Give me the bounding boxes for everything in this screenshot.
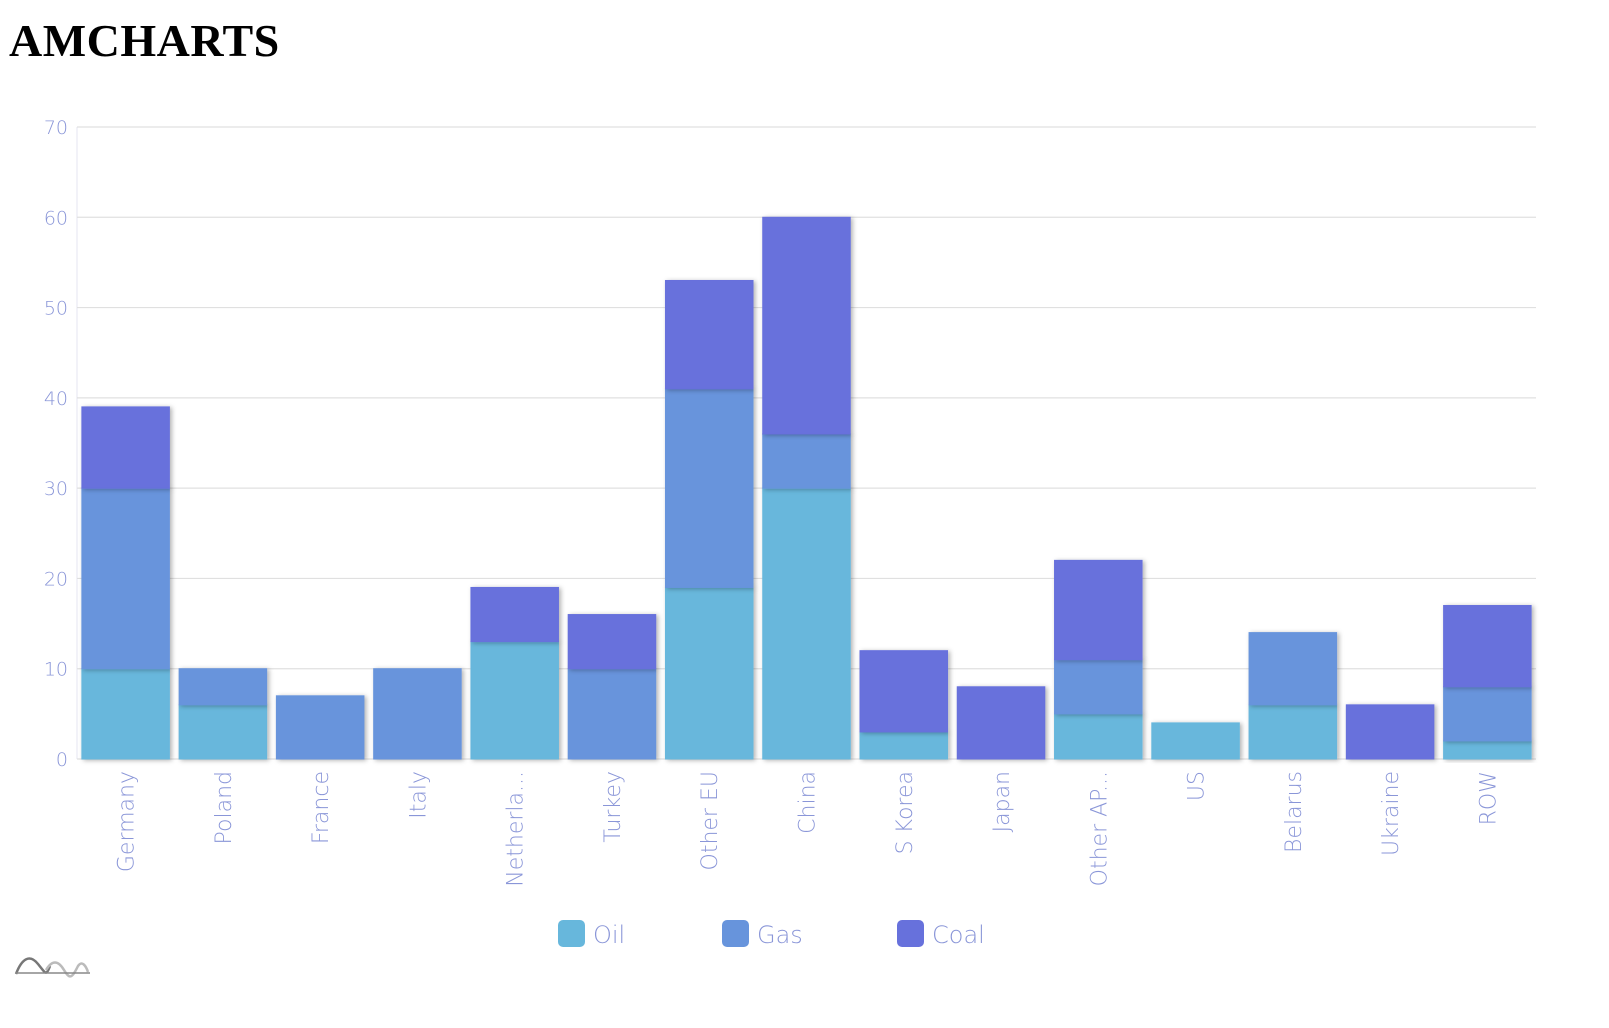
legend-label: Oil xyxy=(593,921,625,949)
x-category-label: France xyxy=(309,771,334,844)
bar-stack[interactable] xyxy=(664,279,754,760)
bar-segment-oil[interactable] xyxy=(1443,740,1532,760)
bar-stack[interactable] xyxy=(373,668,462,760)
legend-swatch xyxy=(897,920,924,947)
bar-stack[interactable] xyxy=(859,650,949,760)
bar-segment-coal[interactable] xyxy=(567,614,657,670)
x-category-label: ROW xyxy=(1476,771,1501,825)
y-tick-label: 30 xyxy=(44,478,68,500)
x-category-label: Italy xyxy=(406,771,431,819)
x-category-label: Other AP... xyxy=(1087,771,1112,886)
x-category-label: Other EU xyxy=(698,771,723,870)
x-category-label: US xyxy=(1185,771,1210,801)
bar-stack[interactable] xyxy=(1248,632,1338,760)
bar-segment-gas[interactable] xyxy=(762,433,851,489)
y-tick-label: 10 xyxy=(44,659,68,681)
bar-segment-coal[interactable] xyxy=(664,279,754,390)
bar-segment-gas[interactable] xyxy=(567,668,657,760)
legend-item-oil[interactable]: Oil xyxy=(558,920,625,949)
y-tick-label: 40 xyxy=(44,388,68,410)
x-category-label: Poland xyxy=(212,771,237,844)
y-axis: 0 10 20 30 40 50 60 70 xyxy=(44,117,68,771)
bar-stack[interactable] xyxy=(567,614,657,760)
page-title: AMCHARTS xyxy=(9,15,280,66)
bar-segment-gas[interactable] xyxy=(664,388,754,588)
bar-segment-gas[interactable] xyxy=(1248,632,1338,706)
bar-segment-coal[interactable] xyxy=(956,686,1046,760)
bar-segment-oil[interactable] xyxy=(178,704,268,760)
legend-swatch xyxy=(558,920,585,947)
y-tick-label: 70 xyxy=(44,117,68,139)
bar-segment-oil[interactable] xyxy=(1151,722,1240,760)
legend-label: Gas xyxy=(757,921,803,949)
bar-segment-coal[interactable] xyxy=(1345,704,1435,760)
bar-segment-oil[interactable] xyxy=(664,586,754,760)
bar-segment-gas[interactable] xyxy=(373,668,462,760)
bar-stack[interactable] xyxy=(1345,704,1435,760)
amcharts-logo-icon[interactable] xyxy=(14,957,90,978)
x-category-label: Turkey xyxy=(601,771,626,843)
y-tick-label: 50 xyxy=(44,298,68,320)
bar-segment-coal[interactable] xyxy=(1443,605,1532,688)
bar-segment-oil[interactable] xyxy=(1054,713,1143,760)
legend-item-coal[interactable]: Coal xyxy=(897,920,985,949)
bars xyxy=(81,216,1532,760)
bar-stack[interactable] xyxy=(956,686,1046,760)
bar-segment-oil[interactable] xyxy=(1248,704,1338,760)
x-category-label: Belarus xyxy=(1282,771,1307,853)
bar-segment-oil[interactable] xyxy=(859,731,949,760)
bar-stack[interactable] xyxy=(275,695,365,760)
x-category-label: S Korea xyxy=(893,771,918,854)
bar-stack[interactable] xyxy=(762,216,851,760)
bar-segment-coal[interactable] xyxy=(1054,559,1143,661)
y-tick-label: 20 xyxy=(44,568,68,590)
bar-segment-coal[interactable] xyxy=(81,406,170,489)
x-category-label: Germany xyxy=(115,771,140,872)
bar-stack[interactable] xyxy=(470,586,559,760)
bar-stack[interactable] xyxy=(81,406,170,760)
legend-swatch xyxy=(722,920,749,947)
x-axis: Germany Poland France Italy Netherla... Turke… xyxy=(115,771,1502,887)
bar-segment-oil[interactable] xyxy=(81,668,170,760)
bar-segment-gas[interactable] xyxy=(1054,659,1143,715)
bar-segment-gas[interactable] xyxy=(275,695,365,760)
x-category-label: China xyxy=(796,771,821,834)
bar-segment-oil[interactable] xyxy=(470,641,559,760)
x-category-label: Ukraine xyxy=(1379,771,1404,856)
x-category-label: Netherla... xyxy=(504,771,529,887)
y-tick-label: 60 xyxy=(44,207,68,229)
bar-segment-gas[interactable] xyxy=(1443,686,1532,742)
bar-segment-oil[interactable] xyxy=(762,487,851,760)
bar-stack[interactable] xyxy=(1054,559,1143,760)
bar-segment-coal[interactable] xyxy=(859,650,949,733)
bar-segment-coal[interactable] xyxy=(470,586,559,643)
bar-segment-coal[interactable] xyxy=(762,216,851,435)
bar-stack[interactable] xyxy=(1443,605,1532,760)
bar-segment-gas[interactable] xyxy=(178,668,268,706)
bar-stack[interactable] xyxy=(1151,722,1240,760)
bar-stack[interactable] xyxy=(178,668,268,760)
bar-segment-gas[interactable] xyxy=(81,487,170,670)
legend-label: Coal xyxy=(932,921,985,949)
legend: Oil Gas Coal xyxy=(558,920,985,949)
legend-item-gas[interactable]: Gas xyxy=(722,920,803,949)
x-category-label: Japan xyxy=(990,771,1015,832)
y-tick-label: 0 xyxy=(56,749,68,771)
